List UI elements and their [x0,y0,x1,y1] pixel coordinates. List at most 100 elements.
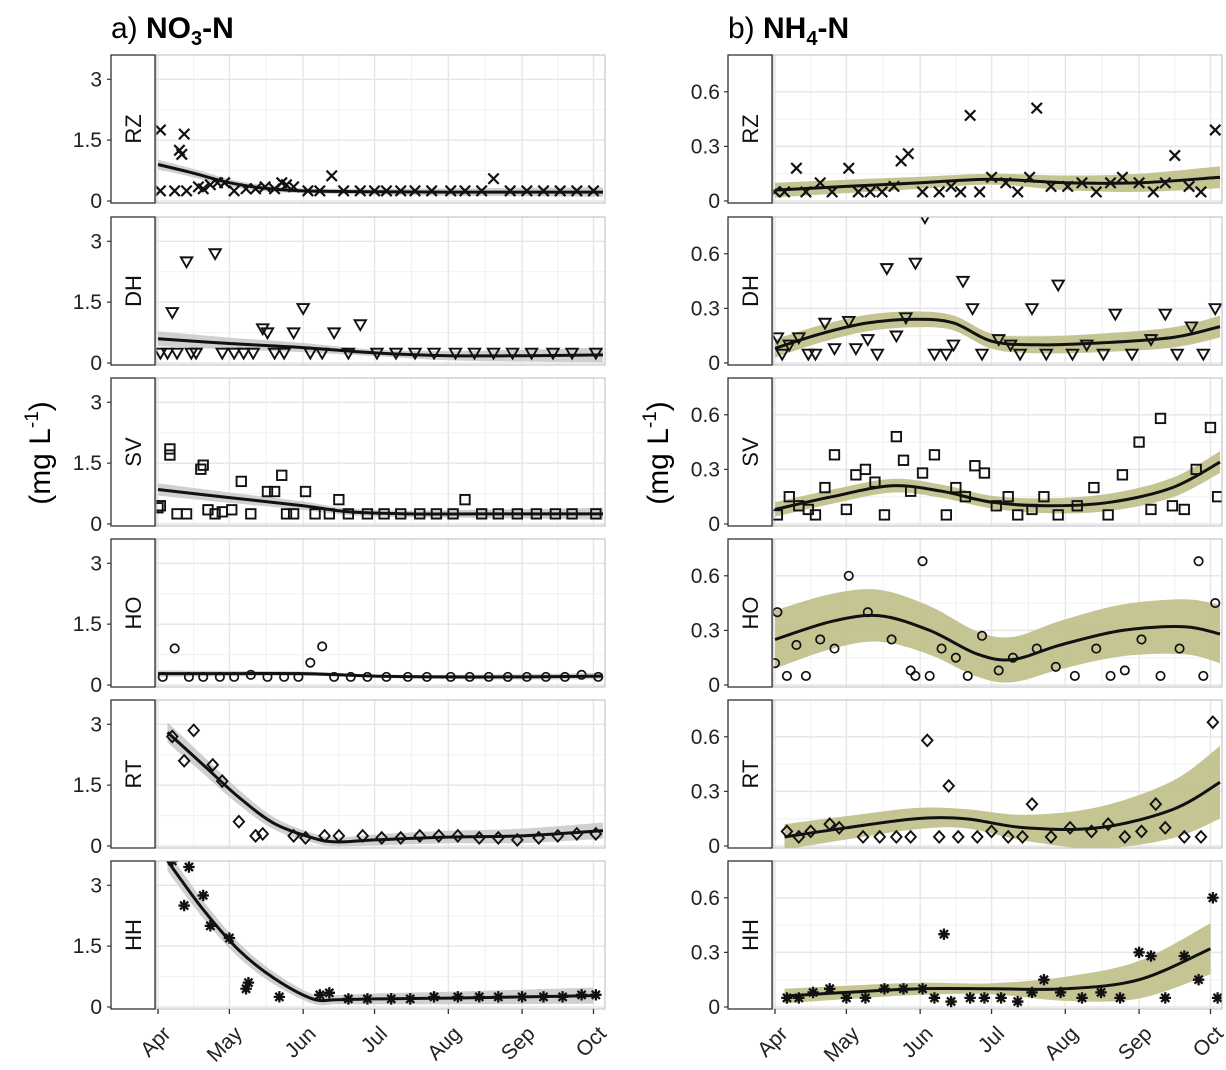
y-axis-title-sup: -1 [640,411,661,428]
data-point [991,334,1007,347]
y-tick-label: 0.6 [691,887,720,910]
data-point [1198,670,1209,681]
data-point [970,829,984,845]
data-point [1158,820,1172,835]
facet-strip [110,216,156,366]
data-point [299,485,312,498]
data-point [1207,303,1222,316]
data-point [1001,829,1015,845]
facet-b-rt: RT 0 0.3 0.6 [691,699,1223,858]
data-point [1210,598,1221,609]
confidence-ribbon [775,166,1220,198]
data-point [938,928,950,940]
data-point [206,757,220,772]
panel-title-main: NO [146,12,191,45]
data-point [326,327,342,341]
data-point [1065,348,1080,362]
data-point [273,991,286,1003]
facet-strip [727,860,773,1010]
y-axis-title-base: (mg L [24,428,57,505]
facet-label: RZ [121,114,146,143]
data-point [564,347,580,361]
data-point [1145,503,1157,516]
data-point [1012,348,1028,362]
data-point [276,469,288,481]
data-point [226,504,238,516]
plot-area [156,539,605,687]
data-point [1063,820,1077,835]
data-point [920,217,930,225]
data-point [342,508,355,520]
data-point [1026,986,1038,999]
panel-title-prefix: a) [111,12,146,45]
data-point [240,983,252,995]
data-point [1174,643,1185,654]
data-point [990,500,1002,512]
data-point [985,171,998,184]
data-point [783,491,795,503]
panel-title-suffix: -N [202,12,234,45]
data-point [459,494,471,506]
data-point [226,347,242,361]
panel-title-subscript: 3 [191,28,202,50]
facet-a-rz: RZ 0 1.5 3 [73,54,606,213]
data-point [904,829,918,845]
data-point [317,641,328,652]
y-tick-label: 0 [708,996,720,1019]
data-point [1096,348,1111,362]
facet-a-rt: RT 0 1.5 3 [73,699,606,858]
data-point [928,449,941,461]
y-axis-title-group: (mg L-1)(mg L-1) [22,401,675,505]
data-point [375,830,389,845]
y-tick-label: 0.3 [691,297,720,320]
data-point [916,185,929,198]
data-point [267,347,282,361]
data-point [1114,992,1126,1004]
x-tick-label: Sep [1114,1022,1157,1065]
data-point [817,317,833,331]
data-point [1012,509,1024,521]
y-tick-label: 0.3 [691,135,720,158]
data-point [860,334,876,347]
data-point [864,185,877,198]
data-point [1124,348,1140,362]
data-point [1195,348,1211,362]
y-tick-label: 0 [708,190,720,213]
y-tick-label: 0 [708,835,720,858]
data-point [276,347,292,361]
y-tick-label: 0.3 [691,941,720,964]
data-point [951,829,965,845]
y-tick-label: 3 [90,874,102,897]
panel-a: a) NO3-NRZ01.53DH01.53SV01.53HO01.53RT01… [73,12,611,1067]
y-tick-label: 0 [90,674,102,697]
data-point [164,443,176,455]
data-point [180,184,193,197]
data-point [869,348,885,362]
facet-b-sv: SV 0 0.3 0.6 [691,377,1223,536]
data-point [325,169,338,182]
confidence-ribbon [775,311,1220,358]
data-point [1206,715,1220,730]
data-point [873,829,887,845]
data-point [908,257,923,271]
facet-label: DH [121,275,146,307]
data-point [1157,308,1173,322]
data-point [160,347,175,361]
data-point [1024,303,1040,316]
data-point [924,670,935,681]
y-tick-label: 3 [90,230,102,253]
data-point [1190,463,1202,476]
data-point [236,347,252,361]
data-point [933,185,946,198]
plot-area [156,700,605,848]
data-point [950,652,961,663]
y-tick-label: 0 [708,674,720,697]
data-point [800,348,816,362]
y-axis-title-base: (mg L [642,428,675,505]
facet-b-rz: RZ 0 0.3 0.6 [691,54,1223,213]
data-point [245,347,261,361]
y-axis-title-sup: -1 [22,411,43,428]
data-point [590,989,602,1001]
facet-strip [110,538,156,688]
